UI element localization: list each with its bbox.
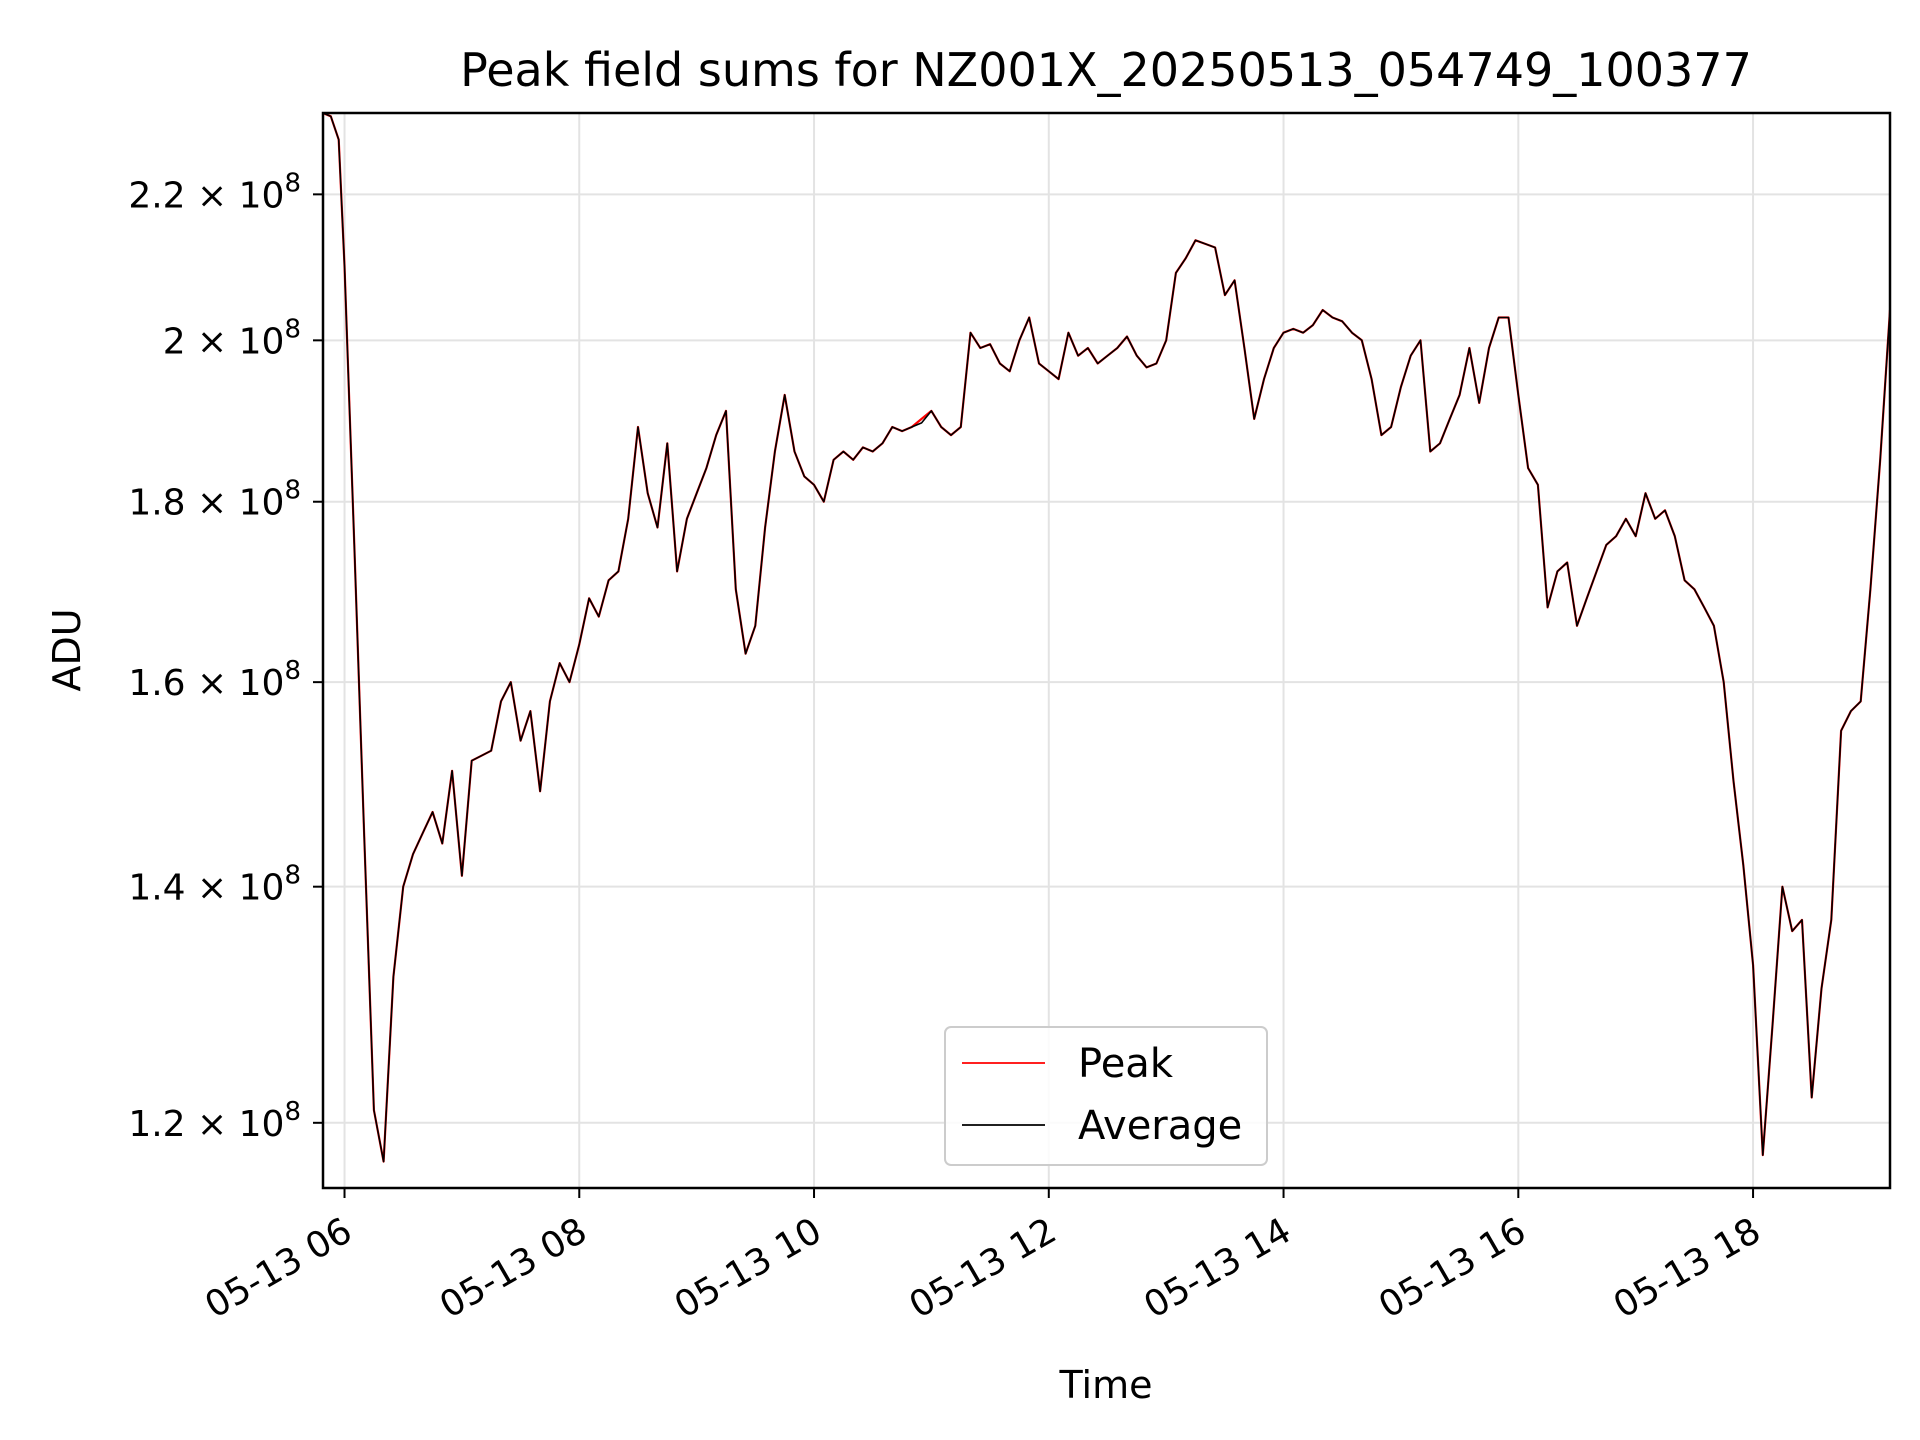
legend: Peak Average bbox=[944, 1026, 1268, 1166]
y-tick-mantissa: 1.4 × 10 bbox=[128, 868, 284, 909]
y-tick-label: 1.6 × 108 bbox=[128, 656, 301, 704]
legend-label-peak: Peak bbox=[1078, 1041, 1174, 1087]
series-lines bbox=[323, 113, 1890, 1163]
y-tick-label: 1.8 × 108 bbox=[128, 476, 301, 524]
x-axis-title: Time bbox=[1059, 1363, 1153, 1407]
series-line-average bbox=[323, 113, 1890, 1163]
y-tick-label: 1.2 × 108 bbox=[128, 1097, 301, 1145]
y-tick-exponent: 8 bbox=[284, 656, 301, 686]
y-tick-mantissa: 2 × 10 bbox=[163, 321, 285, 362]
y-tick-label: 2 × 108 bbox=[163, 314, 301, 362]
legend-box bbox=[944, 1026, 1268, 1166]
y-tick-exponent: 8 bbox=[284, 861, 301, 891]
y-axis-title: ADU bbox=[45, 608, 89, 691]
y-tick-label: 1.4 × 108 bbox=[128, 861, 301, 909]
y-tick-exponent: 8 bbox=[284, 476, 301, 506]
y-tick-mantissa: 1.8 × 10 bbox=[128, 483, 284, 524]
plot-area-frame bbox=[321, 111, 1892, 1190]
y-tick-exponent: 8 bbox=[284, 1097, 301, 1127]
y-tick-mantissa: 1.2 × 10 bbox=[128, 1104, 284, 1145]
y-tick-mantissa: 1.6 × 10 bbox=[128, 663, 284, 704]
legend-label-average: Average bbox=[1078, 1103, 1242, 1149]
chart-title: Peak field sums for NZ001X_20250513_0547… bbox=[460, 43, 1752, 97]
y-tick-label: 2.2 × 108 bbox=[128, 168, 301, 216]
y-tick-exponent: 8 bbox=[284, 314, 301, 344]
y-tick-exponent: 8 bbox=[284, 168, 301, 198]
grid bbox=[323, 113, 1890, 1188]
y-tick-mantissa: 2.2 × 10 bbox=[128, 175, 284, 216]
